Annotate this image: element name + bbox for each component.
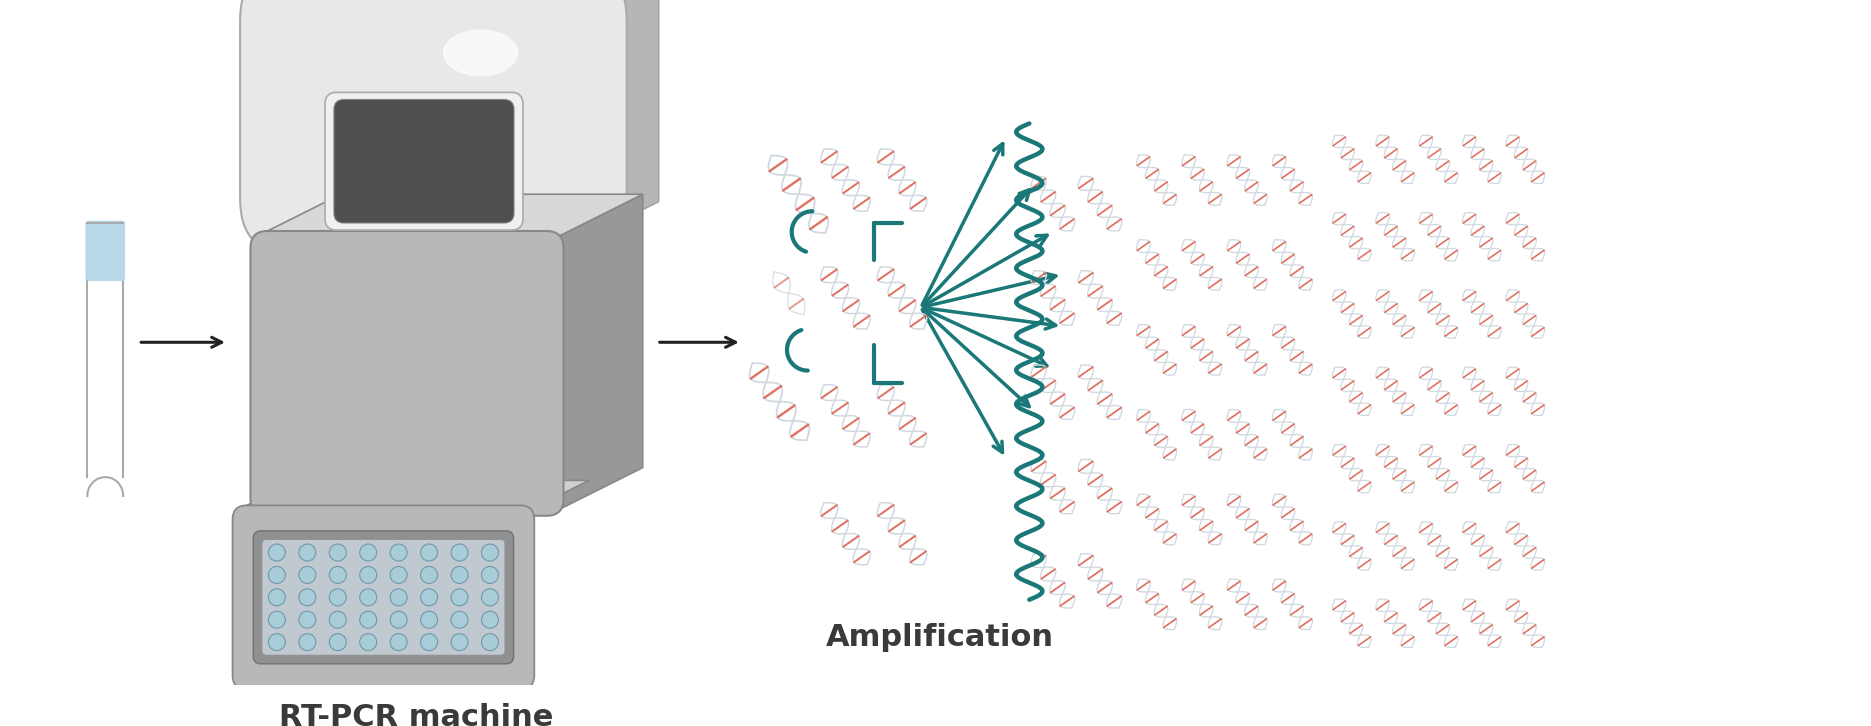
Text: RT-PCR machine: RT-PCR machine <box>279 703 554 726</box>
FancyBboxPatch shape <box>262 539 505 656</box>
Circle shape <box>481 589 498 605</box>
Circle shape <box>451 634 468 650</box>
Circle shape <box>481 544 498 561</box>
Circle shape <box>359 566 376 584</box>
Circle shape <box>268 589 286 605</box>
FancyBboxPatch shape <box>335 100 513 223</box>
Circle shape <box>268 634 286 650</box>
Circle shape <box>299 611 316 628</box>
Circle shape <box>329 589 346 605</box>
Circle shape <box>451 589 468 605</box>
Polygon shape <box>238 481 589 510</box>
Circle shape <box>421 566 438 584</box>
Circle shape <box>391 634 408 650</box>
FancyBboxPatch shape <box>253 531 513 664</box>
Circle shape <box>359 611 376 628</box>
Ellipse shape <box>443 29 518 76</box>
FancyBboxPatch shape <box>326 92 524 230</box>
Circle shape <box>359 589 376 605</box>
FancyBboxPatch shape <box>335 100 513 223</box>
Polygon shape <box>558 195 644 510</box>
Circle shape <box>391 611 408 628</box>
Circle shape <box>329 544 346 561</box>
Circle shape <box>329 611 346 628</box>
Circle shape <box>299 589 316 605</box>
Circle shape <box>481 611 498 628</box>
Circle shape <box>481 634 498 650</box>
Circle shape <box>299 634 316 650</box>
Circle shape <box>359 544 376 561</box>
Circle shape <box>451 566 468 584</box>
Circle shape <box>268 566 286 584</box>
Circle shape <box>299 566 316 584</box>
Polygon shape <box>608 0 659 227</box>
Circle shape <box>299 544 316 561</box>
Circle shape <box>391 566 408 584</box>
Circle shape <box>359 634 376 650</box>
Circle shape <box>391 589 408 605</box>
Circle shape <box>329 566 346 584</box>
FancyBboxPatch shape <box>232 505 535 689</box>
Text: Amplification: Amplification <box>825 623 1053 652</box>
Circle shape <box>481 566 498 584</box>
Circle shape <box>451 611 468 628</box>
Circle shape <box>421 611 438 628</box>
Circle shape <box>421 589 438 605</box>
Circle shape <box>421 634 438 650</box>
Circle shape <box>268 611 286 628</box>
FancyBboxPatch shape <box>239 0 627 256</box>
Circle shape <box>421 544 438 561</box>
Polygon shape <box>256 195 644 237</box>
FancyBboxPatch shape <box>251 231 563 515</box>
Circle shape <box>268 544 286 561</box>
FancyBboxPatch shape <box>86 221 125 281</box>
Circle shape <box>451 544 468 561</box>
Circle shape <box>391 544 408 561</box>
Circle shape <box>329 634 346 650</box>
